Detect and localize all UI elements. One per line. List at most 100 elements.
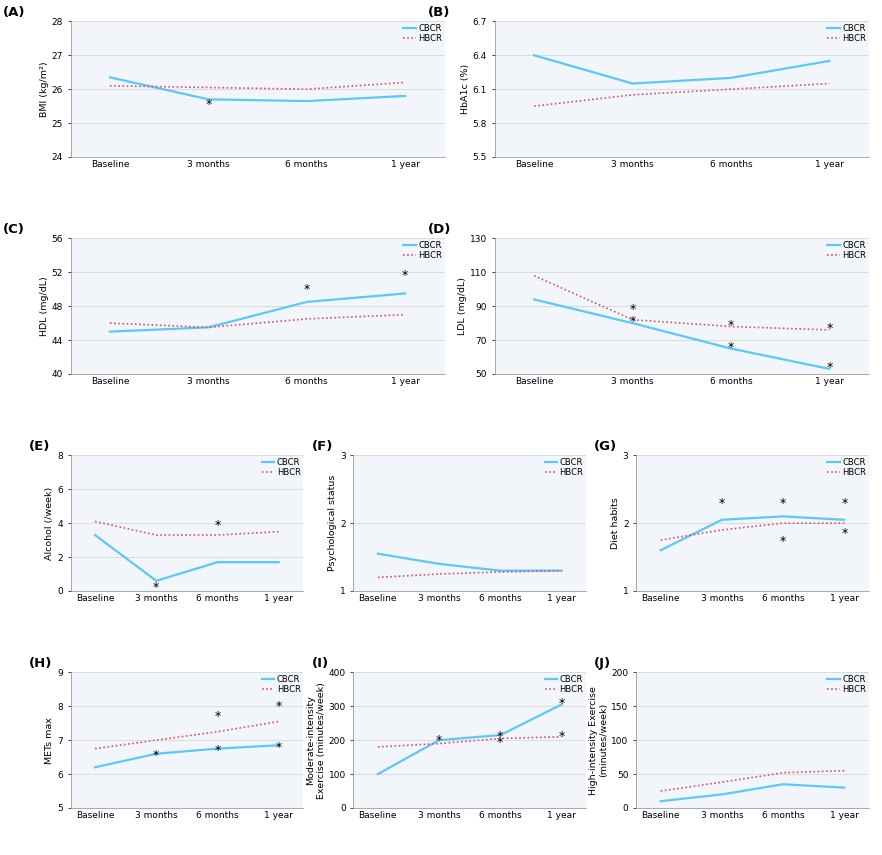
Line: HBCR: HBCR	[95, 522, 279, 535]
HBCR	[213, 727, 223, 737]
Line: CBCR: CBCR	[377, 554, 562, 570]
HBCR	[495, 567, 505, 577]
Legend: CBCR, HBCR: CBCR, HBCR	[826, 22, 868, 44]
HBCR	[372, 572, 383, 582]
CBCR	[627, 318, 638, 328]
CBCR	[726, 73, 736, 83]
Text: *: *	[630, 304, 636, 316]
Text: *: *	[719, 497, 725, 510]
HBCR	[778, 768, 789, 778]
HBCR	[273, 716, 284, 727]
CBCR	[151, 749, 161, 759]
HBCR	[434, 739, 445, 749]
HBCR	[716, 525, 727, 535]
Line: HBCR: HBCR	[95, 722, 279, 749]
Y-axis label: Alcohol (/week): Alcohol (/week)	[45, 486, 55, 560]
Text: *: *	[214, 519, 220, 532]
CBCR	[839, 782, 849, 793]
HBCR	[151, 530, 161, 540]
Text: *: *	[153, 581, 160, 593]
Y-axis label: High-intensity Exercise
(minutes/week): High-intensity Exercise (minutes/week)	[589, 686, 609, 794]
HBCR	[557, 565, 567, 575]
Y-axis label: HbA1c (%): HbA1c (%)	[461, 64, 470, 115]
Line: CBCR: CBCR	[110, 77, 405, 101]
HBCR	[213, 530, 223, 540]
CBCR	[434, 558, 445, 569]
CBCR	[557, 699, 567, 710]
Legend: CBCR, HBCR: CBCR, HBCR	[401, 22, 444, 44]
HBCR	[495, 734, 505, 744]
CBCR	[716, 515, 727, 525]
CBCR	[726, 344, 736, 354]
CBCR	[203, 322, 213, 333]
CBCR	[213, 557, 223, 568]
Text: *: *	[402, 269, 408, 282]
Line: HBCR: HBCR	[661, 770, 844, 791]
HBCR	[627, 90, 638, 100]
Text: *: *	[780, 535, 786, 548]
CBCR	[655, 545, 666, 556]
CBCR	[824, 56, 834, 66]
CBCR	[495, 730, 505, 740]
Legend: CBCR, HBCR: CBCR, HBCR	[826, 457, 868, 479]
Line: CBCR: CBCR	[661, 784, 844, 801]
HBCR	[400, 310, 410, 320]
HBCR	[529, 101, 540, 111]
CBCR	[434, 735, 445, 746]
Text: (F): (F)	[311, 439, 333, 452]
Text: *: *	[780, 497, 786, 510]
Line: CBCR: CBCR	[661, 516, 844, 551]
HBCR	[557, 732, 567, 742]
CBCR	[273, 740, 284, 751]
HBCR	[105, 80, 116, 91]
Text: *: *	[841, 497, 848, 510]
Y-axis label: BMI (kg/m²): BMI (kg/m²)	[40, 62, 49, 117]
CBCR	[627, 79, 638, 89]
HBCR	[529, 270, 540, 280]
HBCR	[90, 516, 101, 527]
HBCR	[716, 777, 727, 787]
Legend: CBCR, HBCR: CBCR, HBCR	[826, 239, 868, 262]
Line: CBCR: CBCR	[377, 705, 562, 774]
CBCR	[557, 565, 567, 575]
Line: CBCR: CBCR	[95, 746, 279, 767]
CBCR	[824, 363, 834, 374]
HBCR	[273, 527, 284, 537]
Text: *: *	[275, 700, 282, 713]
HBCR	[372, 742, 383, 752]
HBCR	[151, 735, 161, 746]
Line: CBCR: CBCR	[534, 56, 829, 84]
CBCR	[372, 549, 383, 559]
HBCR	[655, 786, 666, 796]
HBCR	[655, 535, 666, 545]
Text: *: *	[497, 735, 504, 749]
HBCR	[839, 765, 849, 775]
CBCR	[90, 762, 101, 772]
Text: (H): (H)	[29, 657, 52, 669]
Text: *: *	[153, 749, 160, 762]
CBCR	[302, 96, 312, 106]
CBCR	[778, 511, 789, 522]
CBCR	[400, 288, 410, 298]
Line: CBCR: CBCR	[95, 535, 279, 581]
Legend: CBCR, HBCR: CBCR, HBCR	[826, 673, 868, 696]
HBCR	[90, 744, 101, 754]
Text: (G): (G)	[594, 439, 617, 452]
CBCR	[839, 515, 849, 525]
Y-axis label: Diet habits: Diet habits	[611, 498, 620, 549]
Legend: CBCR, HBCR: CBCR, HBCR	[543, 673, 585, 696]
Y-axis label: Moderate-intensity
Exercise (minutes/week): Moderate-intensity Exercise (minutes/wee…	[306, 681, 325, 799]
CBCR	[495, 565, 505, 575]
Text: *: *	[303, 283, 310, 296]
HBCR	[627, 315, 638, 325]
CBCR	[302, 297, 312, 307]
Text: *: *	[826, 322, 833, 335]
Line: HBCR: HBCR	[377, 570, 562, 577]
Line: CBCR: CBCR	[534, 299, 829, 369]
CBCR	[529, 294, 540, 304]
HBCR	[778, 518, 789, 528]
Line: HBCR: HBCR	[534, 84, 829, 106]
Text: *: *	[728, 319, 734, 332]
Line: HBCR: HBCR	[110, 315, 405, 327]
Line: HBCR: HBCR	[377, 737, 562, 747]
